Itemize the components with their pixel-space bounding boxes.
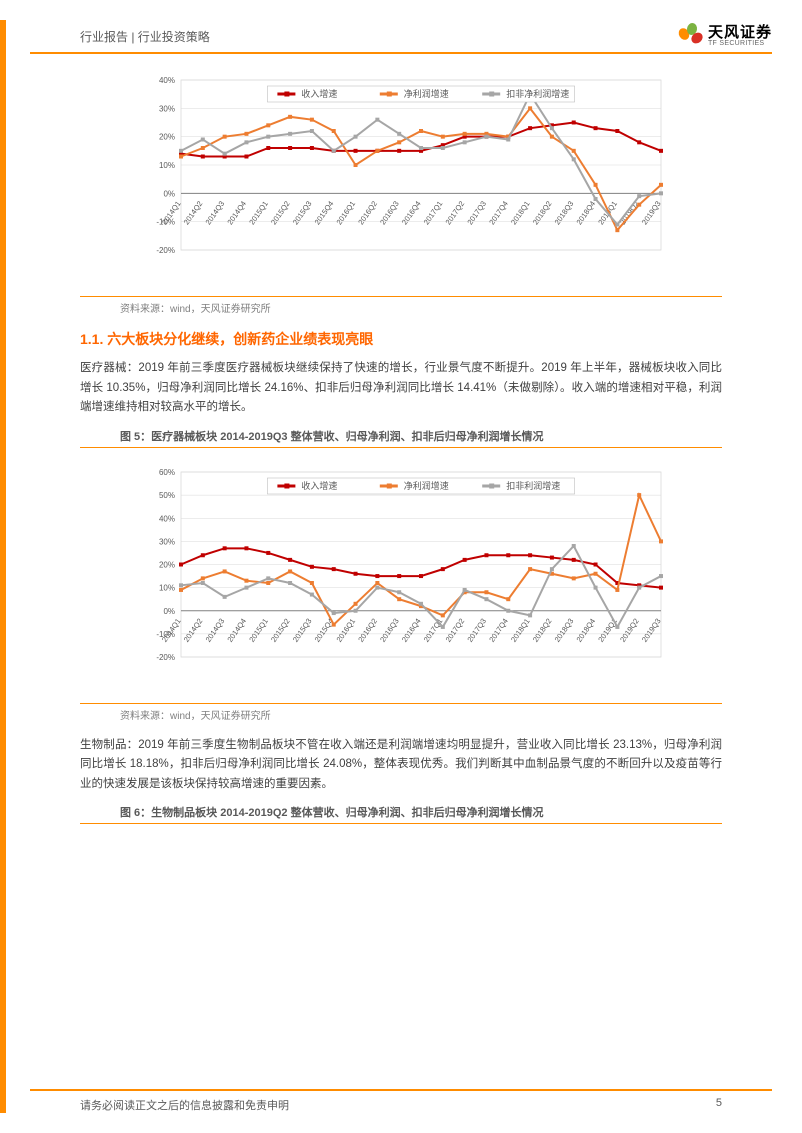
svg-text:2014Q4: 2014Q4 (225, 199, 248, 226)
svg-text:2014Q2: 2014Q2 (182, 616, 205, 643)
para-1: 医疗器械：2019 年前三季度医疗器械板块继续保持了快速的增长，行业景气度不断提… (80, 359, 722, 418)
svg-text:60%: 60% (159, 468, 175, 477)
source-note-2: 资料来源：wind，天风证券研究所 (80, 703, 722, 722)
fig-5-caption: 图 5：医疗器械板块 2014-2019Q3 整体营收、归母净利润、扣非后归母净… (80, 428, 722, 448)
svg-text:2015Q2: 2015Q2 (269, 616, 292, 643)
chart-2-svg: -20%-10%0%10%20%30%40%50%60%2014Q12014Q2… (131, 454, 671, 699)
svg-text:2018Q3: 2018Q3 (553, 199, 576, 226)
svg-text:2015Q4: 2015Q4 (313, 199, 336, 226)
svg-text:2018Q2: 2018Q2 (531, 616, 554, 643)
fig-6-caption: 图 6：生物制品板块 2014-2019Q2 整体营收、归母净利润、扣非后归母净… (80, 804, 722, 824)
svg-text:2018Q1: 2018Q1 (509, 199, 532, 226)
svg-text:0%: 0% (163, 189, 175, 198)
svg-text:-20%: -20% (156, 653, 175, 662)
svg-text:2019Q3: 2019Q3 (640, 199, 663, 226)
page-number: 5 (716, 1097, 722, 1113)
svg-text:2015Q1: 2015Q1 (247, 199, 270, 226)
svg-text:2018Q4: 2018Q4 (574, 199, 597, 226)
svg-text:2017Q1: 2017Q1 (422, 616, 445, 643)
chart-1: -20%-10%0%10%20%30%40%2014Q12014Q22014Q3… (80, 62, 722, 292)
svg-text:2016Q2: 2016Q2 (356, 199, 379, 226)
source-note-1: 资料来源：wind，天风证券研究所 (80, 296, 722, 315)
svg-text:扣非利润增速: 扣非利润增速 (506, 480, 560, 491)
svg-text:2017Q4: 2017Q4 (487, 199, 510, 226)
svg-text:2018Q4: 2018Q4 (574, 616, 597, 643)
footer-disclaimer: 请务必阅读正文之后的信息披露和免责申明 (80, 1097, 289, 1113)
svg-text:2019Q3: 2019Q3 (640, 616, 663, 643)
page-container: 行业报告 | 行业投资策略 天风证券 TF SECURITIES -20%-10… (30, 20, 772, 1113)
svg-text:-20%: -20% (156, 246, 175, 255)
logo-icon (676, 22, 704, 50)
svg-text:2016Q4: 2016Q4 (400, 199, 423, 226)
svg-text:2016Q1: 2016Q1 (334, 199, 357, 226)
svg-text:40%: 40% (159, 514, 175, 523)
svg-text:扣非净利润增速: 扣非净利润增速 (506, 88, 569, 99)
svg-text:2015Q1: 2015Q1 (247, 616, 270, 643)
svg-text:2015Q2: 2015Q2 (269, 199, 292, 226)
svg-text:2017Q3: 2017Q3 (465, 616, 488, 643)
company-logo: 天风证券 TF SECURITIES (676, 22, 772, 50)
svg-text:10%: 10% (159, 161, 175, 170)
page-footer: 请务必阅读正文之后的信息披露和免责申明 5 (30, 1089, 772, 1113)
svg-text:2017Q2: 2017Q2 (444, 199, 467, 226)
page-header: 行业报告 | 行业投资策略 天风证券 TF SECURITIES (30, 20, 772, 54)
svg-text:净利润增速: 净利润增速 (404, 88, 449, 99)
svg-text:2017Q1: 2017Q1 (422, 199, 445, 226)
svg-text:20%: 20% (159, 560, 175, 569)
svg-text:2014Q4: 2014Q4 (225, 616, 248, 643)
svg-text:2018Q1: 2018Q1 (509, 616, 532, 643)
svg-text:2017Q4: 2017Q4 (487, 616, 510, 643)
svg-text:50%: 50% (159, 491, 175, 500)
svg-text:30%: 30% (159, 537, 175, 546)
svg-text:收入增速: 收入增速 (301, 480, 337, 491)
svg-text:收入增速: 收入增速 (301, 88, 337, 99)
svg-text:2014Q3: 2014Q3 (204, 616, 227, 643)
svg-text:40%: 40% (159, 76, 175, 85)
svg-text:0%: 0% (163, 606, 175, 615)
svg-text:2016Q2: 2016Q2 (356, 616, 379, 643)
svg-text:2014Q3: 2014Q3 (204, 199, 227, 226)
svg-text:净利润增速: 净利润增速 (404, 480, 449, 491)
svg-text:2014Q2: 2014Q2 (182, 199, 205, 226)
section-title: 1.1. 六大板块分化继续，创新药企业绩表现亮眼 (80, 329, 722, 349)
accent-left-bar (0, 20, 6, 1113)
content-area: -20%-10%0%10%20%30%40%2014Q12014Q22014Q3… (30, 54, 772, 824)
svg-text:2018Q2: 2018Q2 (531, 199, 554, 226)
svg-text:2017Q3: 2017Q3 (465, 199, 488, 226)
svg-text:2015Q3: 2015Q3 (291, 616, 314, 643)
breadcrumb: 行业报告 | 行业投资策略 (80, 28, 210, 45)
svg-text:2016Q3: 2016Q3 (378, 616, 401, 643)
svg-text:2016Q4: 2016Q4 (400, 616, 423, 643)
para-2: 生物制品：2019 年前三季度生物制品板块不管在收入端还是利润端增速均明显提升，… (80, 736, 722, 795)
svg-text:2019Q1: 2019Q1 (596, 616, 619, 643)
svg-text:30%: 30% (159, 104, 175, 113)
svg-text:20%: 20% (159, 133, 175, 142)
svg-text:10%: 10% (159, 583, 175, 592)
logo-en: TF SECURITIES (708, 40, 772, 47)
svg-text:2018Q3: 2018Q3 (553, 616, 576, 643)
svg-text:2015Q3: 2015Q3 (291, 199, 314, 226)
svg-text:2016Q3: 2016Q3 (378, 199, 401, 226)
chart-2: -20%-10%0%10%20%30%40%50%60%2014Q12014Q2… (80, 454, 722, 699)
logo-cn: 天风证券 (708, 25, 772, 40)
chart-1-svg: -20%-10%0%10%20%30%40%2014Q12014Q22014Q3… (131, 62, 671, 292)
logo-text: 天风证券 TF SECURITIES (708, 25, 772, 47)
